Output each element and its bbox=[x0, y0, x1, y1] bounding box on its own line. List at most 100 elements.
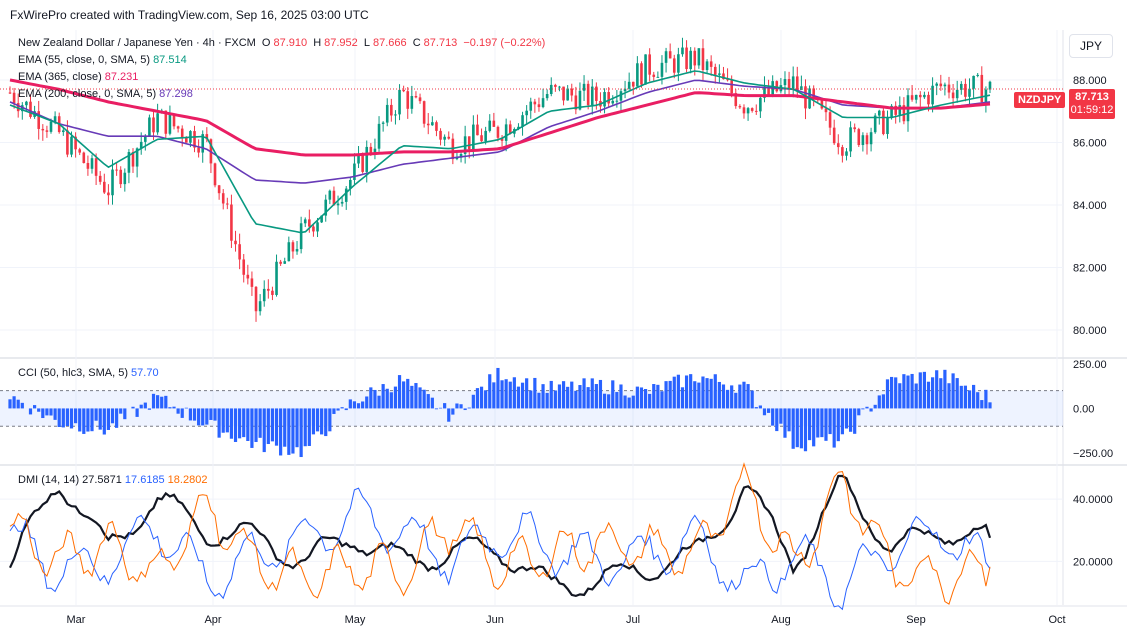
cci-bar bbox=[623, 395, 627, 409]
candle-body bbox=[709, 61, 713, 67]
candle-body bbox=[959, 83, 963, 90]
cci-bar bbox=[258, 408, 262, 438]
candle-body bbox=[221, 193, 225, 204]
candle-body bbox=[176, 126, 180, 129]
cci-bar bbox=[844, 408, 849, 429]
cci-bar bbox=[266, 408, 270, 445]
candle-body bbox=[45, 130, 49, 132]
cci-bar bbox=[713, 374, 717, 409]
cci-bar bbox=[463, 408, 467, 411]
candle-body bbox=[349, 179, 352, 189]
cci-bar bbox=[176, 408, 180, 414]
candle-body bbox=[213, 163, 217, 186]
ema200-legend[interactable]: EMA (200, close, 0, SMA, 5) 87.298 bbox=[18, 88, 193, 100]
candle-body bbox=[299, 223, 303, 250]
candle-body bbox=[197, 147, 200, 153]
candle-body bbox=[783, 79, 787, 86]
cci-bar bbox=[684, 375, 689, 409]
candle-body bbox=[422, 101, 426, 124]
time-tick-label: Apr bbox=[204, 614, 221, 626]
candle-body bbox=[8, 92, 12, 94]
candle-body bbox=[623, 88, 627, 92]
candle-body bbox=[242, 259, 246, 275]
candle-body bbox=[631, 81, 635, 87]
candle-body bbox=[312, 226, 315, 232]
candle-body bbox=[480, 135, 483, 142]
cci-bar bbox=[344, 408, 348, 411]
dmi-tick-label: 40.0000 bbox=[1073, 494, 1113, 506]
cci-bar bbox=[943, 369, 947, 409]
candle-body bbox=[972, 75, 975, 89]
cci-bar bbox=[225, 408, 229, 433]
cci-bar bbox=[180, 408, 184, 418]
cci-bar bbox=[324, 408, 328, 437]
cci-bar bbox=[106, 408, 111, 430]
candle-body bbox=[570, 88, 574, 96]
cci-bar bbox=[865, 406, 869, 409]
candle-body bbox=[410, 96, 414, 109]
candle-body bbox=[258, 301, 262, 312]
candle-body bbox=[836, 143, 840, 148]
candle-body bbox=[303, 219, 307, 224]
candle-body bbox=[549, 84, 553, 95]
cci-bar bbox=[779, 408, 783, 424]
candle-body bbox=[172, 114, 176, 127]
cci-bar bbox=[824, 408, 828, 441]
candle-body bbox=[718, 73, 721, 75]
cci-bar bbox=[443, 403, 447, 409]
cci-bar bbox=[406, 378, 410, 409]
cci-bar bbox=[119, 408, 123, 414]
currency-button[interactable]: JPY bbox=[1069, 34, 1113, 58]
cci-bar bbox=[229, 408, 234, 439]
candle-body bbox=[431, 122, 434, 126]
candle-body bbox=[308, 219, 311, 227]
candle-body bbox=[914, 94, 918, 100]
cci-bar bbox=[939, 378, 943, 409]
price-tick-label: 80.000 bbox=[1073, 325, 1107, 337]
ema55-legend[interactable]: EMA (55, close, 0, SMA, 5) 87.514 bbox=[18, 54, 187, 66]
cci-bar bbox=[262, 408, 266, 453]
cci-bar bbox=[574, 390, 578, 409]
cci-bar bbox=[381, 384, 385, 409]
cci-bar bbox=[586, 387, 590, 409]
cci-bar bbox=[508, 381, 512, 409]
cci-bar bbox=[307, 408, 311, 446]
cci-bar bbox=[910, 373, 914, 409]
cci-pane bbox=[0, 367, 1063, 458]
candle-body bbox=[590, 86, 594, 106]
candle-body bbox=[636, 63, 639, 87]
candle-body bbox=[951, 92, 955, 99]
cci-bar bbox=[274, 408, 279, 446]
time-tick-label: Oct bbox=[1048, 614, 1065, 626]
cci-bar bbox=[467, 407, 471, 409]
candle-body bbox=[131, 152, 135, 167]
candle-body bbox=[586, 83, 590, 106]
candle-body bbox=[767, 86, 770, 95]
candle-body bbox=[869, 132, 873, 145]
dmi-legend[interactable]: DMI (14, 14) 27.5871 17.6185 18.2802 bbox=[18, 474, 208, 486]
candle-body bbox=[935, 83, 938, 86]
cci-bar bbox=[484, 390, 488, 409]
candle-body bbox=[443, 136, 446, 140]
dmi-tick-label: 20.0000 bbox=[1073, 556, 1113, 568]
candle-body bbox=[98, 175, 102, 182]
ema365-legend[interactable]: EMA (365, close) 87.231 bbox=[18, 71, 139, 83]
cci-bar bbox=[45, 408, 49, 416]
adx-value: 27.5871 bbox=[82, 474, 122, 486]
cci-bar bbox=[504, 379, 508, 409]
candle-body bbox=[226, 203, 229, 205]
cci-bar bbox=[812, 408, 816, 447]
cci-bar bbox=[709, 378, 713, 409]
candle-body bbox=[824, 108, 828, 113]
cci-legend[interactable]: CCI (50, hlc3, SMA, 5) 57.70 bbox=[18, 367, 159, 379]
candle-body bbox=[353, 163, 356, 180]
cci-bar bbox=[918, 372, 922, 409]
cci-bar bbox=[799, 408, 803, 449]
candle-body bbox=[103, 181, 106, 193]
candle-body bbox=[127, 152, 131, 173]
cci-bar bbox=[516, 386, 521, 409]
candle-body bbox=[279, 261, 282, 264]
cci-bar bbox=[520, 382, 525, 409]
cci-bar bbox=[529, 390, 533, 409]
candle-body bbox=[16, 103, 20, 112]
